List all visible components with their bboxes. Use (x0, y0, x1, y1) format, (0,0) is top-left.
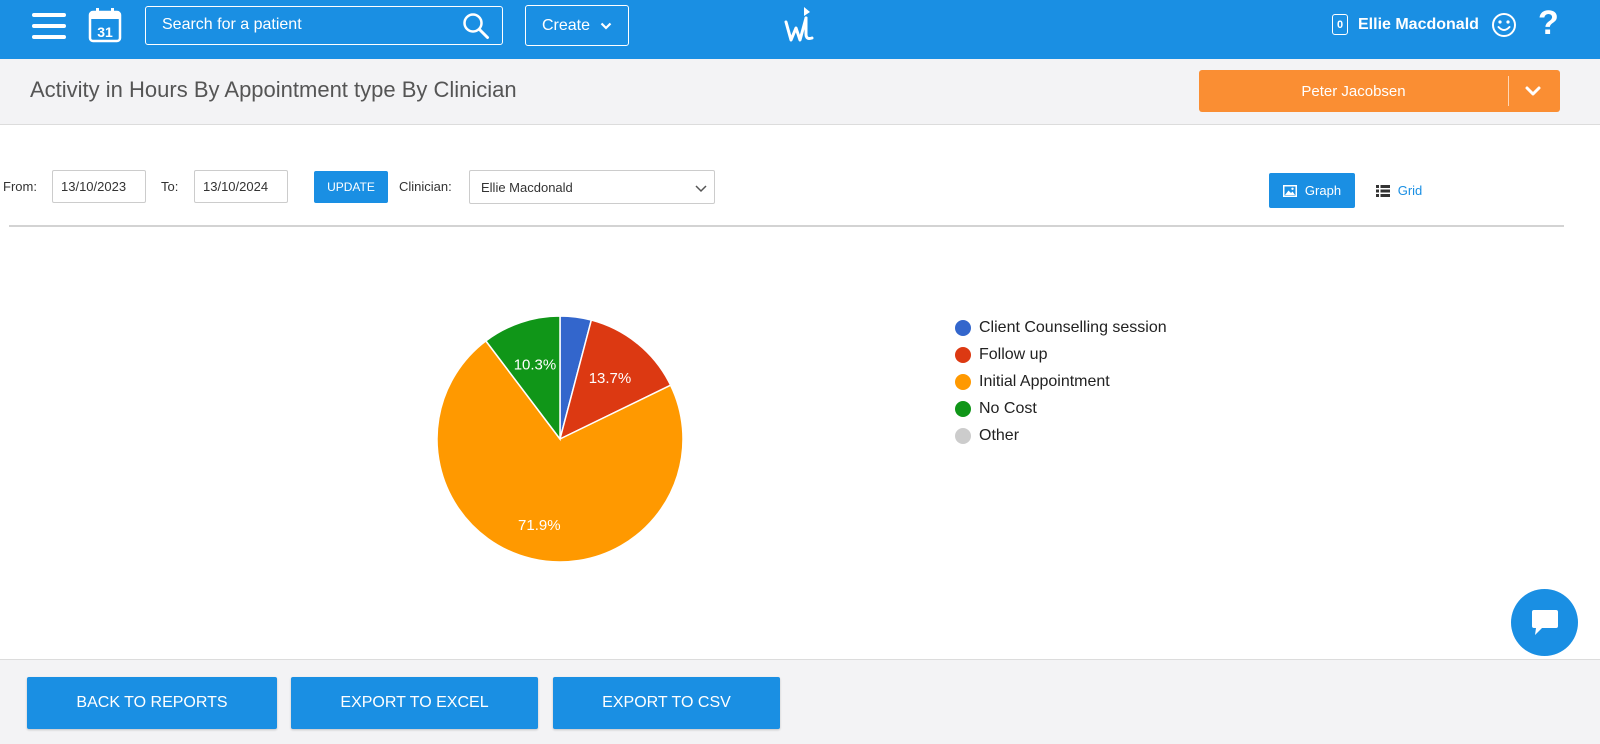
menu-icon[interactable] (32, 13, 66, 39)
back-to-reports-button[interactable]: BACK TO REPORTS (27, 677, 277, 729)
legend-label: Client Counselling session (979, 318, 1167, 336)
pie-slice-no-cost[interactable] (484, 315, 561, 442)
pie-label: 71.9% (518, 517, 561, 534)
chevron-down-icon (600, 22, 612, 30)
chart-legend: Client Counselling session Follow up Initi… (955, 314, 1167, 449)
export-csv-button[interactable]: EXPORT TO CSV (553, 677, 780, 729)
legend-swatch (955, 319, 971, 336)
create-label: Create (541, 16, 591, 34)
legend-swatch (955, 346, 971, 363)
notification-badge: 0 (1332, 14, 1348, 35)
legend-item[interactable]: Client Counselling session (955, 314, 1167, 341)
list-icon (1375, 184, 1390, 197)
graph-view-button[interactable]: Graph (1269, 173, 1355, 208)
calendar-day: 31 (97, 24, 113, 40)
person-selector[interactable]: Peter Jacobsen (1199, 70, 1560, 112)
divider (1508, 76, 1509, 106)
pie-label: 13.7% (589, 370, 632, 387)
grid-view-button[interactable]: Grid (1362, 173, 1436, 208)
pie-slice-initial-appointment[interactable] (436, 339, 684, 563)
app-logo (784, 7, 814, 42)
to-label: To: (161, 179, 179, 194)
top-bar: 31 Create 0 Ellie Macdonald ? (0, 0, 1600, 59)
person-selector-label: Peter Jacobsen (1301, 82, 1406, 100)
footer: BACK TO REPORTS EXPORT TO EXCEL EXPORT T… (0, 659, 1600, 744)
user-name: Ellie Macdonald (1358, 15, 1479, 33)
chevron-down-icon[interactable] (1523, 81, 1543, 101)
graph-label: Graph (1304, 183, 1342, 198)
page-header: Activity in Hours By Appointment type By… (0, 59, 1600, 125)
legend-label: Other (979, 426, 1020, 444)
legend-swatch (955, 373, 971, 390)
legend-label: Follow up (979, 345, 1048, 363)
clinician-value: Ellie Macdonald (481, 180, 573, 195)
image-icon (1282, 184, 1297, 197)
export-excel-button[interactable]: EXPORT TO EXCEL (291, 677, 538, 729)
smile-icon[interactable] (1491, 12, 1517, 38)
pie-slice-follow-up[interactable] (558, 319, 672, 441)
help-icon[interactable]: ? (1538, 4, 1559, 42)
legend-label: No Cost (979, 399, 1037, 417)
create-button[interactable]: Create (525, 5, 629, 46)
legend-item[interactable]: No Cost (955, 395, 1167, 422)
search-icon[interactable] (462, 12, 490, 40)
grid-label: Grid (1397, 183, 1423, 198)
to-date-input[interactable] (194, 170, 288, 203)
calendar-icon[interactable]: 31 (88, 7, 122, 43)
clinician-label: Clinician: (399, 179, 452, 194)
legend-swatch (955, 400, 971, 417)
update-button[interactable]: UPDATE (314, 171, 388, 203)
pie-label: 10.3% (514, 356, 557, 373)
chat-icon (1531, 609, 1558, 635)
chevron-down-icon (695, 185, 707, 193)
from-label: From: (3, 179, 37, 194)
separator (9, 225, 1564, 227)
legend-label: Initial Appointment (979, 372, 1110, 390)
page-title: Activity in Hours By Appointment type By… (30, 77, 517, 102)
chat-button[interactable] (1511, 589, 1578, 656)
user-menu[interactable]: 0 Ellie Macdonald (1332, 14, 1479, 35)
clinician-select[interactable]: Ellie Macdonald (469, 170, 715, 204)
legend-swatch (955, 427, 971, 444)
legend-item[interactable]: Initial Appointment (955, 368, 1167, 395)
pie-chart: 13.7% 71.9% 10.3% (436, 315, 684, 563)
patient-search (145, 6, 503, 45)
from-date-input[interactable] (52, 170, 146, 203)
legend-item[interactable]: Follow up (955, 341, 1167, 368)
search-input[interactable] (146, 7, 456, 43)
legend-item[interactable]: Other (955, 422, 1167, 449)
